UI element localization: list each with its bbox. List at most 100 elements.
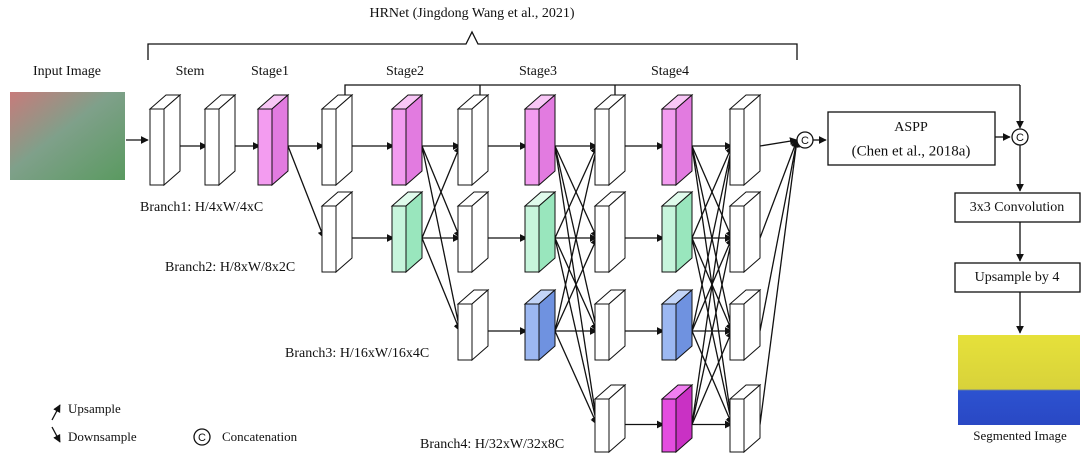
output-label: Segmented Image — [973, 428, 1067, 443]
concat-letter: C — [198, 432, 206, 444]
feature-map-side — [406, 192, 422, 272]
branch-label: Branch3: H/16xW/16x4C — [285, 346, 429, 361]
feature-map — [258, 95, 288, 185]
feature-map — [150, 95, 180, 185]
concat-letter: C — [1016, 132, 1024, 144]
feature-map-front — [322, 109, 336, 185]
feature-map-side — [609, 192, 625, 272]
feature-map-side — [609, 95, 625, 185]
arrow — [760, 140, 797, 425]
feature-map-front — [392, 109, 406, 185]
arrow — [760, 140, 797, 238]
feature-map — [458, 290, 488, 360]
feature-map-side — [272, 95, 288, 185]
feature-map-front — [662, 304, 676, 360]
feature-map-front — [730, 206, 744, 272]
branch-label: Branch1: H/4xW/4xC — [140, 200, 263, 215]
feature-map-side — [219, 95, 235, 185]
feature-map-front — [730, 304, 744, 360]
feature-map — [730, 192, 760, 272]
feature-map — [205, 95, 235, 185]
feature-map-side — [539, 95, 555, 185]
feature-map — [662, 385, 692, 452]
feature-map — [595, 95, 625, 185]
stem-label: Stem — [176, 64, 205, 79]
feature-map — [595, 290, 625, 360]
feature-map — [730, 290, 760, 360]
feature-map — [662, 95, 692, 185]
stage-label: Stage2 — [386, 64, 424, 79]
stage-label: Stage1 — [251, 64, 289, 79]
feature-map-front — [458, 304, 472, 360]
feature-map-front — [392, 206, 406, 272]
feature-map-side — [472, 192, 488, 272]
feature-map-front — [662, 206, 676, 272]
input-image — [10, 92, 125, 180]
feature-map-front — [730, 109, 744, 185]
feature-map-side — [336, 95, 352, 185]
feature-map-front — [595, 399, 609, 452]
feature-map-front — [525, 109, 539, 185]
stage-label: Stage4 — [651, 64, 689, 79]
feature-map-side — [164, 95, 180, 185]
aspp-citation: (Chen et al., 2018a) — [852, 143, 971, 159]
conv-label: 3x3 Convolution — [970, 200, 1065, 215]
arrow — [288, 146, 324, 238]
feature-map — [458, 95, 488, 185]
aspp-name: ASPP — [894, 120, 928, 135]
feature-map-front — [662, 109, 676, 185]
feature-map-front — [525, 304, 539, 360]
brace — [148, 32, 797, 60]
feature-map-side — [676, 95, 692, 185]
feature-map-front — [150, 109, 164, 185]
feature-map — [525, 290, 555, 360]
concat-letter: C — [801, 135, 809, 147]
legend-text: Downsample — [68, 429, 137, 444]
legend-text: Concatenation — [222, 429, 298, 444]
feature-map — [322, 95, 352, 185]
feature-map — [662, 192, 692, 272]
feature-map-front — [322, 206, 336, 272]
feature-map-front — [595, 206, 609, 272]
legend-up-arrow — [52, 405, 60, 420]
arrow — [760, 140, 797, 146]
branch-label: Branch2: H/8xW/8x2C — [165, 260, 295, 275]
feature-map — [730, 95, 760, 185]
feature-map-front — [205, 109, 219, 185]
feature-map-front — [458, 206, 472, 272]
feature-map-side — [406, 95, 422, 185]
feature-map-side — [336, 192, 352, 272]
feature-map-front — [525, 206, 539, 272]
title: HRNet (Jingdong Wang et al., 2021) — [369, 6, 574, 21]
feature-map — [595, 385, 625, 452]
feature-map-front — [595, 304, 609, 360]
feature-map — [392, 192, 422, 272]
stage-bracket — [345, 85, 1020, 96]
feature-map-front — [730, 399, 744, 452]
feature-map — [458, 192, 488, 272]
feature-map — [525, 95, 555, 185]
input-label: Input Image — [33, 64, 101, 79]
feature-map-front — [458, 109, 472, 185]
feature-map-front — [662, 399, 676, 452]
feature-map-front — [595, 109, 609, 185]
legend-text: Upsample — [68, 401, 121, 416]
feature-map — [525, 192, 555, 272]
feature-map-side — [744, 192, 760, 272]
feature-map — [392, 95, 422, 185]
arrow — [555, 331, 597, 425]
arrow — [422, 238, 460, 331]
diagram: C C C HRNet (Jingdong Wang et al., 2021) I… — [0, 0, 1084, 455]
output-image — [958, 335, 1080, 425]
feature-map-side — [744, 95, 760, 185]
feature-map — [730, 385, 760, 452]
feature-map — [322, 192, 352, 272]
feature-map-side — [539, 192, 555, 272]
stage-label: Stage3 — [519, 64, 557, 79]
upsample-label: Upsample by 4 — [975, 270, 1060, 285]
arrow — [760, 140, 797, 331]
branch-label: Branch4: H/32xW/32x8C — [420, 437, 564, 452]
feature-map — [595, 192, 625, 272]
feature-map — [662, 290, 692, 360]
legend-down-arrow — [52, 427, 60, 442]
